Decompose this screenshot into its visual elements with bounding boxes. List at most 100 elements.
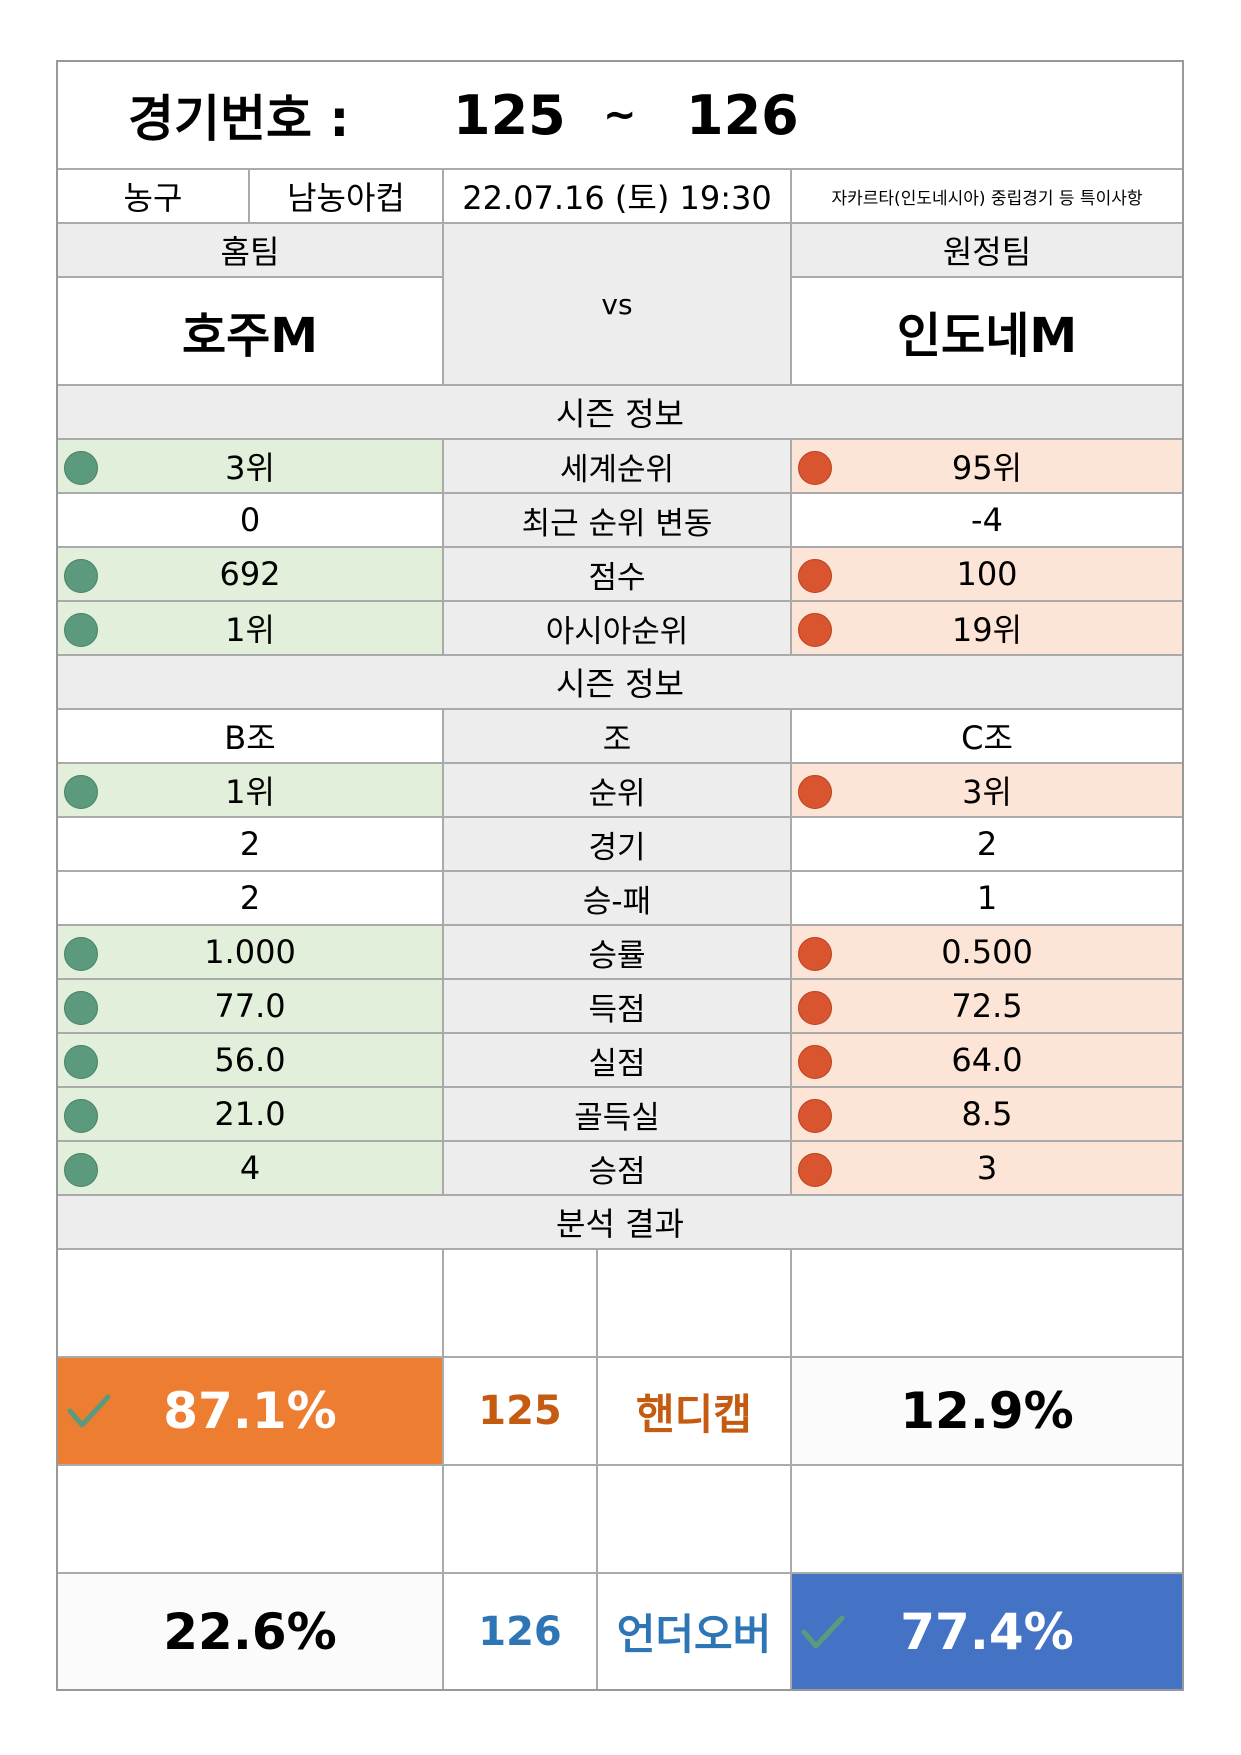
green-dot-icon (64, 559, 98, 593)
home-value: 3위 (225, 449, 275, 487)
s2-row0-label: 조 (444, 710, 792, 764)
result1-type: 핸디캡 (598, 1358, 792, 1466)
s1-row0-away: 95위 (792, 440, 1182, 494)
home-percentage: 22.6% (163, 1602, 337, 1661)
home-value: 77.0 (214, 987, 286, 1025)
s2-row8-home: 4 (58, 1142, 444, 1196)
s2-row4-home: 1.000 (58, 926, 444, 980)
game-number-label: 경기번호 : (128, 90, 350, 148)
s2-row2-label: 경기 (444, 818, 792, 872)
green-dot-icon (64, 1153, 98, 1187)
s2-row4-label: 승률 (444, 926, 792, 980)
datetime-cell: 22.07.16 (토) 19:30 (444, 170, 792, 224)
s2-row3-label: 승-패 (444, 872, 792, 926)
match-datetime: 22.07.16 (토) 19:30 (462, 179, 772, 217)
stat-label: 최근 순위 변동 (521, 505, 713, 542)
s2-row0-home: B조 (58, 710, 444, 764)
red-dot-icon (798, 937, 832, 971)
bet-type: 핸디캡 (636, 1389, 752, 1439)
s2-row6-away: 64.0 (792, 1034, 1182, 1088)
result2-away: 77.4% (792, 1574, 1182, 1689)
stat-label: 순위 (588, 775, 646, 812)
spacer-cell (444, 1250, 598, 1358)
s1-row0-label: 세계순위 (444, 440, 792, 494)
stat-label: 골득실 (574, 1099, 660, 1136)
result2-game: 126 (444, 1574, 598, 1689)
game-number-to: 126 (686, 83, 799, 147)
section-title: 시즌 정보 (556, 665, 684, 703)
stat-label: 경기 (588, 829, 646, 866)
s2-row7-label: 골득실 (444, 1088, 792, 1142)
s2-row0-away: C조 (792, 710, 1182, 764)
away-value: 95위 (951, 449, 1023, 487)
match-sheet: 경기번호 : 125 ~ 126 농구 남농아컵 22.07.16 (토) 19… (56, 60, 1184, 1691)
check-icon (67, 1394, 111, 1428)
home-value: 0 (239, 501, 261, 539)
vs-text: vs (601, 288, 633, 321)
away-percentage: 77.4% (900, 1602, 1074, 1661)
s2-row3-away: 1 (792, 872, 1182, 926)
stat-label: 승-패 (582, 883, 652, 920)
away-percentage: 12.9% (900, 1382, 1074, 1440)
s2-row8-away: 3 (792, 1142, 1182, 1196)
spacer-cell (58, 1250, 444, 1358)
s2-row3-home: 2 (58, 872, 444, 926)
away-value: 0.500 (941, 933, 1033, 971)
s2-row7-home: 21.0 (58, 1088, 444, 1142)
spacer-cell (444, 1466, 598, 1574)
home-value: 692 (219, 555, 281, 593)
game-number-tilde: ~ (603, 92, 637, 138)
away-name-cell: 인도네M (792, 278, 1182, 386)
s2-row8-label: 승점 (444, 1142, 792, 1196)
red-dot-icon (798, 559, 832, 593)
away-team-name: 인도네M (896, 308, 1078, 364)
stat-label: 세계순위 (559, 451, 675, 488)
s2-row2-home: 2 (58, 818, 444, 872)
s2-row5-home: 77.0 (58, 980, 444, 1034)
note-cell: 자카르타(인도네시아) 중립경기 등 특이사항 (792, 170, 1182, 224)
home-value: B조 (224, 719, 276, 757)
away-value: 19위 (951, 611, 1023, 649)
green-dot-icon (64, 937, 98, 971)
home-value: 4 (239, 1149, 261, 1187)
vs-cell: vs (444, 224, 792, 386)
sport: 농구 (123, 179, 183, 217)
spacer-cell (598, 1250, 792, 1358)
away-value: 2 (976, 825, 998, 863)
bet-type: 언더오버 (616, 1610, 772, 1659)
home-percentage: 87.1% (163, 1382, 337, 1440)
away-value: -4 (971, 501, 1003, 539)
match-note: 자카르타(인도네시아) 중립경기 등 특이사항 (831, 188, 1143, 209)
away-value: 72.5 (951, 987, 1023, 1025)
result2-home: 22.6% (58, 1574, 444, 1689)
result1-home: 87.1% (58, 1358, 444, 1466)
s1-row3-label: 아시아순위 (444, 602, 792, 656)
home-value: 1위 (225, 773, 275, 811)
away-value: 1 (976, 879, 998, 917)
s2-row4-away: 0.500 (792, 926, 1182, 980)
result1-away: 12.9% (792, 1358, 1182, 1466)
red-dot-icon (798, 991, 832, 1025)
s1-row1-home: 0 (58, 494, 444, 548)
red-dot-icon (798, 1153, 832, 1187)
home-value: 21.0 (214, 1095, 286, 1133)
s2-row5-away: 72.5 (792, 980, 1182, 1034)
stat-label: 점수 (588, 559, 646, 596)
away-value: 3위 (962, 773, 1012, 811)
s1-row1-away: -4 (792, 494, 1182, 548)
home-value: 2 (239, 879, 261, 917)
away-team-label: 원정팀 (942, 233, 1032, 271)
spacer-cell (792, 1466, 1182, 1574)
spacer-cell (598, 1466, 792, 1574)
s2-row1-home: 1위 (58, 764, 444, 818)
green-dot-icon (64, 1045, 98, 1079)
home-value: 56.0 (214, 1041, 286, 1079)
s2-row1-label: 순위 (444, 764, 792, 818)
red-dot-icon (798, 613, 832, 647)
section-title: 시즌 정보 (556, 395, 684, 433)
season-info-title-2: 시즌 정보 (58, 656, 1182, 710)
check-icon (801, 1615, 845, 1648)
s2-row2-away: 2 (792, 818, 1182, 872)
home-team-label: 홈팀 (220, 233, 280, 271)
sport-cell: 농구 (58, 170, 250, 224)
